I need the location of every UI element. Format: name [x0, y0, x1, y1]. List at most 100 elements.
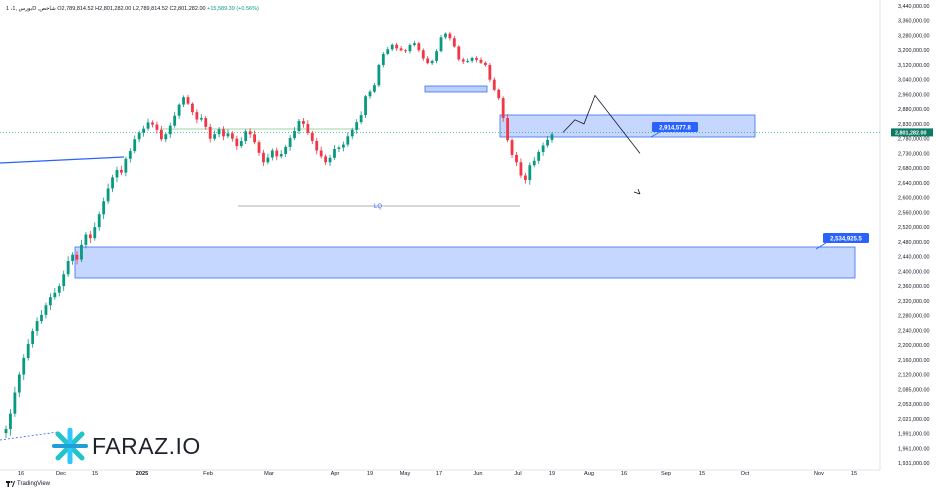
y-tick-label: 2,640,000.00: [898, 181, 929, 187]
y-tick-label: 3,200,000.00: [898, 48, 929, 54]
projection-arrowhead: [633, 188, 641, 195]
candle: [182, 95, 185, 107]
candle: [262, 149, 265, 167]
candle-body: [377, 64, 381, 86]
candle-body: [97, 214, 101, 228]
candle-body: [426, 58, 430, 64]
candle-body: [111, 177, 114, 189]
tradingview-attribution[interactable]: TradingView: [6, 481, 50, 487]
candle: [528, 162, 532, 185]
candle-body: [124, 158, 128, 173]
candle-body: [475, 57, 478, 60]
y-tick-label: 2,520,000.00: [898, 225, 929, 231]
annotation-lines: LQ: [0, 128, 880, 441]
candle: [404, 48, 407, 53]
candle: [484, 61, 487, 67]
candle: [22, 354, 26, 381]
candle: [275, 147, 279, 161]
y-axis: 3,440,000.00 3,360,000.00 3,280,000.00 3,20…: [898, 4, 929, 467]
x-tick-label: Dec: [56, 471, 66, 477]
candle: [448, 31, 452, 41]
candle: [84, 231, 88, 249]
candle-body: [137, 132, 141, 140]
last-price-box: [891, 128, 933, 137]
candle: [515, 151, 518, 167]
candle: [173, 111, 177, 128]
candle: [35, 317, 39, 336]
y-tick-label: 2,480,000.00: [898, 240, 929, 246]
logo-text: FARAZ.IO: [92, 433, 201, 459]
candle-body: [208, 126, 212, 139]
candle: [75, 251, 79, 265]
candle: [111, 174, 114, 193]
x-tick-label: 2025: [136, 471, 148, 477]
candle: [244, 129, 248, 144]
candle-body: [244, 131, 248, 142]
candle: [71, 252, 74, 265]
candle: [461, 57, 465, 65]
candle: [204, 115, 208, 130]
candle-body: [501, 98, 505, 119]
candle: [88, 230, 92, 243]
y-tick-label: 2,440,000.00: [898, 255, 929, 261]
x-tick-label: 15: [699, 471, 705, 477]
candle: [142, 125, 146, 137]
candle: [368, 89, 372, 99]
candle: [48, 293, 52, 311]
candle-body: [239, 141, 243, 147]
candle: [226, 129, 230, 139]
x-tick-label: 16: [621, 471, 627, 477]
candle: [381, 52, 385, 68]
candle-body: [40, 314, 43, 322]
y-tick-label: 2,053,000.00: [898, 402, 929, 408]
candle-body: [519, 162, 523, 176]
y-tick-label: 2,240,000.00: [898, 328, 929, 334]
candle-body: [333, 148, 336, 158]
candle-body: [71, 254, 74, 262]
candle-body: [173, 115, 177, 126]
candle-body: [62, 274, 66, 287]
candle-body: [75, 254, 79, 260]
grid: [0, 0, 881, 471]
candle-body: [488, 64, 492, 80]
y-tick-label: 2,085,000.00: [898, 387, 929, 393]
candle: [106, 183, 110, 204]
y-tick-label: 2,680,000.00: [898, 166, 929, 172]
candle: [270, 148, 274, 161]
x-axis: 16 Dec 15 2025 Feb Mar Apr 19 May 17 Jun Jul 19 Aug 16…: [18, 471, 857, 477]
x-tick-label: Mar: [264, 471, 274, 477]
candle-body: [390, 44, 394, 50]
candle-body: [337, 147, 341, 149]
zone-label-upper: 2,914,577.8: [650, 122, 698, 138]
y-tick-label: 2,830,000.00: [898, 122, 929, 128]
candle: [421, 48, 425, 61]
candle: [452, 35, 456, 48]
zone-label-upper-text: 2,914,577.8: [659, 126, 691, 132]
candle-body: [310, 132, 314, 142]
y-tick-label: 2,600,000.00: [898, 196, 929, 202]
candle-body: [262, 152, 265, 163]
y-tick-label: 2,120,000.00: [898, 373, 929, 379]
candle: [284, 144, 288, 157]
candle-body: [204, 118, 208, 127]
candle-body: [484, 62, 487, 65]
candle: [31, 328, 35, 348]
y-tick-label: 1,991,000.00: [898, 432, 929, 438]
candle: [350, 127, 354, 140]
candle: [102, 197, 106, 220]
candle: [444, 32, 447, 40]
candle-body: [364, 96, 367, 116]
candle: [324, 154, 328, 166]
y-tick-label: 2,200,000.00: [898, 343, 929, 349]
candle: [195, 109, 199, 124]
candle-body: [44, 305, 48, 315]
candle: [310, 130, 314, 144]
candle: [408, 43, 412, 54]
candle: [395, 42, 399, 51]
zones-layer: [74, 85, 856, 279]
candle-body: [4, 429, 8, 434]
candle-body: [297, 120, 301, 132]
candle-body: [84, 234, 88, 245]
